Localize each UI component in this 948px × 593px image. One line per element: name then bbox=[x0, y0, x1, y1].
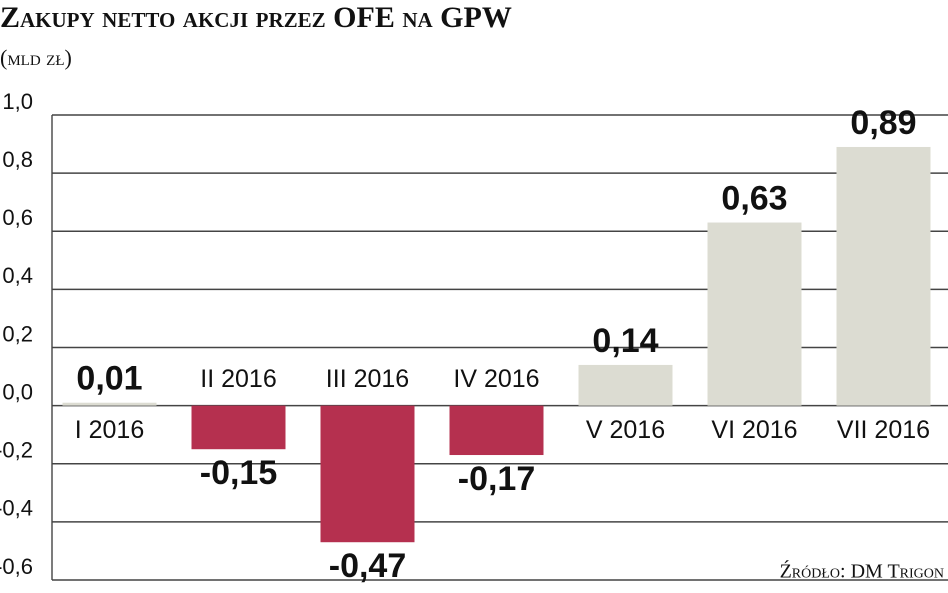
y-tick-label: 0,0 bbox=[2, 379, 33, 404]
value-label: 0,01 bbox=[76, 360, 142, 398]
value-label: -0,15 bbox=[200, 454, 278, 492]
value-label: 0,63 bbox=[721, 180, 787, 218]
y-tick-label: 0,2 bbox=[2, 321, 33, 346]
bar bbox=[449, 405, 544, 456]
source: Źródło: DM Trigon bbox=[780, 560, 944, 583]
bar bbox=[578, 364, 673, 406]
bar bbox=[707, 222, 802, 406]
y-tick-label: -0,2 bbox=[0, 438, 33, 463]
value-label: -0,17 bbox=[458, 460, 536, 498]
y-tick-label: -0,4 bbox=[0, 496, 33, 521]
x-tick-label: V 2016 bbox=[586, 416, 665, 444]
bar bbox=[320, 405, 415, 543]
value-label: 0,89 bbox=[850, 104, 916, 142]
bar bbox=[191, 405, 286, 450]
x-tick-label: III 2016 bbox=[326, 365, 409, 393]
y-tick-label: -0,6 bbox=[0, 554, 33, 579]
bar bbox=[62, 402, 157, 406]
x-tick-label: I 2016 bbox=[75, 416, 145, 444]
y-tick-label: 0,6 bbox=[2, 205, 33, 230]
x-tick-label: II 2016 bbox=[200, 365, 276, 393]
value-label: -0,47 bbox=[329, 547, 407, 585]
y-tick-label: 0,4 bbox=[2, 263, 33, 288]
chart-subtitle: (mld zł) bbox=[0, 45, 72, 70]
y-tick-label: 0,8 bbox=[2, 147, 33, 172]
value-label: 0,14 bbox=[592, 322, 658, 360]
bar bbox=[836, 146, 931, 406]
x-tick-label: IV 2016 bbox=[453, 365, 539, 393]
chart-title: Zakupy netto akcji przez OFE na GPW bbox=[0, 1, 512, 34]
x-tick-label: VII 2016 bbox=[837, 416, 930, 444]
y-tick-label: 1,0 bbox=[2, 89, 33, 114]
x-tick-label: VI 2016 bbox=[711, 416, 797, 444]
